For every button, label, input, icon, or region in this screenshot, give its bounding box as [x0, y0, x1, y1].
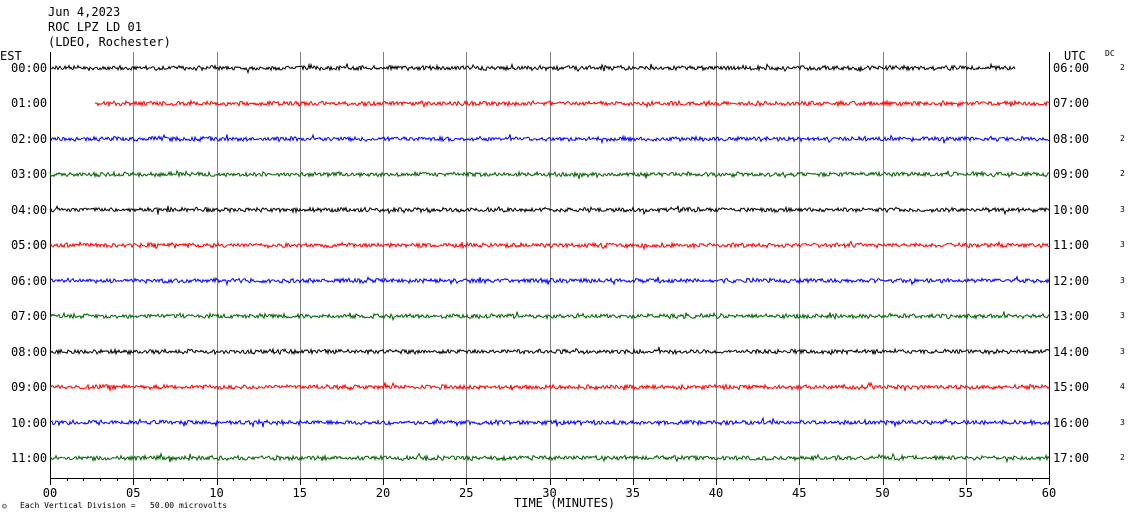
dc-value: 2 — [1120, 63, 1125, 72]
trace-row-1000 — [49, 416, 1050, 429]
x-tick-label-25: 25 — [459, 486, 473, 500]
plot-grid — [50, 52, 1050, 478]
right-timezone-label: UTC — [1064, 49, 1086, 63]
x-axis: 00 05 10 15 20 25 30 35 40 45 50 55 60 — [43, 478, 1056, 500]
est-hour-label: 07:00 — [11, 309, 48, 324]
station-code: ROC LPZ LD 01 — [48, 20, 142, 34]
trace-row-0100 — [94, 99, 1050, 109]
utc-hour-label: 08:00 — [1053, 131, 1090, 146]
est-hour-label: 11:00 — [11, 450, 48, 465]
dc-value: 4 — [1120, 382, 1125, 392]
x-tick-label-40: 40 — [709, 486, 723, 500]
utc-hour-label: 16:00 — [1053, 415, 1090, 430]
x-tick-label-60: 60 — [1042, 486, 1056, 500]
est-hour-label: 03:00 — [11, 167, 48, 182]
trace-row-1100 — [49, 451, 1050, 464]
est-hour-label: 10:00 — [11, 415, 48, 430]
dc-value: 3 — [1120, 275, 1125, 285]
x-tick-label-00: 00 — [43, 486, 57, 500]
x-tick-label-35: 35 — [626, 486, 640, 500]
utc-hour-label: 15:00 — [1053, 380, 1090, 395]
dc-header-label: DC — [1105, 49, 1115, 58]
trace-row-0200 — [49, 133, 1050, 145]
x-tick-label-05: 05 — [126, 486, 140, 500]
est-hour-label: 08:00 — [11, 344, 48, 359]
dc-value: 3 — [1120, 417, 1125, 427]
est-hour-label: 01:00 — [11, 96, 48, 111]
trace-row-0900 — [49, 381, 1050, 392]
left-timezone-label: EST — [0, 49, 22, 63]
trace-row-0500 — [49, 240, 1050, 251]
est-hour-label: 04:00 — [11, 202, 48, 217]
x-tick-label-15: 15 — [293, 486, 307, 500]
dc-value: 3 — [1120, 240, 1125, 250]
utc-hour-label: 12:00 — [1053, 273, 1090, 288]
footer-scale-note: Each Vertical Division = 50.00 microvolt… — [20, 501, 228, 510]
x-axis-title: TIME (MINUTES) — [514, 496, 616, 510]
station-network: (LDEO, Rochester) — [48, 35, 171, 49]
x-tick-label-50: 50 — [875, 486, 889, 500]
trace-row-0600 — [49, 274, 1050, 287]
chart-date: Jun 4,2023 — [48, 5, 121, 19]
trace-group — [49, 62, 1050, 464]
trace-row-0700 — [49, 311, 1050, 322]
dc-value: 2 — [1120, 133, 1125, 143]
utc-hour-label: 07:00 — [1053, 96, 1090, 111]
utc-hour-label: 14:00 — [1053, 344, 1090, 359]
x-tick-label-30: 30 — [542, 486, 556, 500]
x-tick-label-10: 10 — [209, 486, 223, 500]
utc-hour-label: 06:00 — [1053, 61, 1090, 75]
utc-hour-label: 10:00 — [1053, 202, 1090, 217]
trace-row-0800 — [49, 346, 1050, 356]
x-tick-label-45: 45 — [792, 486, 806, 500]
dc-value: 3 — [1120, 346, 1125, 356]
dc-value: 2 — [1120, 452, 1125, 462]
utc-hour-label: 13:00 — [1053, 309, 1090, 324]
trace-row-0400 — [49, 204, 1050, 216]
utc-hour-label: 11:00 — [1053, 238, 1090, 253]
est-hour-label: 00:00 — [11, 61, 48, 75]
utc-hour-label: 17:00 — [1053, 450, 1090, 465]
dc-value: 3 — [1120, 204, 1125, 214]
trace-row-0300 — [49, 169, 1050, 180]
utc-hour-label: 09:00 — [1053, 167, 1090, 182]
est-hour-label: 02:00 — [11, 131, 48, 146]
dc-value: 3 — [1120, 311, 1125, 321]
x-tick-label-20: 20 — [376, 486, 390, 500]
trace-row-0000 — [49, 62, 1016, 75]
est-hour-label: 05:00 — [11, 238, 48, 253]
est-hour-label: 09:00 — [11, 380, 48, 395]
footer-mark-icon: ☺ — [2, 502, 7, 511]
dc-value: 2 — [1120, 169, 1125, 179]
est-hour-label: 06:00 — [11, 273, 48, 288]
x-tick-label-55: 55 — [959, 486, 973, 500]
